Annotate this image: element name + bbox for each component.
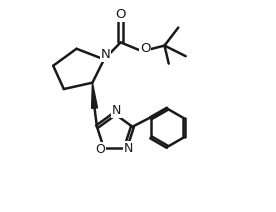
Text: O: O [140, 42, 150, 55]
Polygon shape [92, 83, 97, 108]
Text: N: N [100, 48, 110, 61]
Text: N: N [112, 104, 121, 117]
Text: O: O [95, 143, 105, 156]
Text: O: O [115, 8, 126, 21]
Text: N: N [124, 142, 133, 155]
